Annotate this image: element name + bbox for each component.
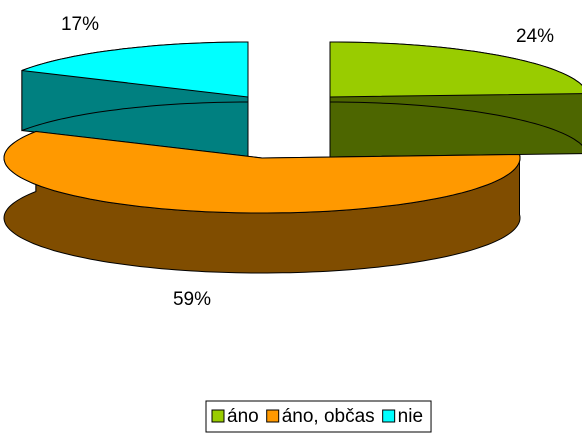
slice-top	[3, 130, 521, 214]
legend-swatch	[266, 409, 280, 423]
slice-top	[329, 41, 582, 98]
slice	[3, 130, 521, 274]
slice	[21, 41, 249, 158]
slice-top	[21, 41, 249, 98]
data-label: 17%	[61, 14, 99, 35]
data-label: 59%	[173, 289, 211, 310]
legend-swatch	[382, 409, 396, 423]
legend: áno áno, občas nie	[205, 400, 432, 433]
legend-swatch	[211, 409, 225, 423]
slice	[329, 41, 582, 158]
legend-label: áno, občas	[282, 406, 375, 427]
data-label: 24%	[516, 26, 554, 47]
legend-label: nie	[398, 406, 423, 427]
legend-label: áno	[227, 406, 259, 427]
